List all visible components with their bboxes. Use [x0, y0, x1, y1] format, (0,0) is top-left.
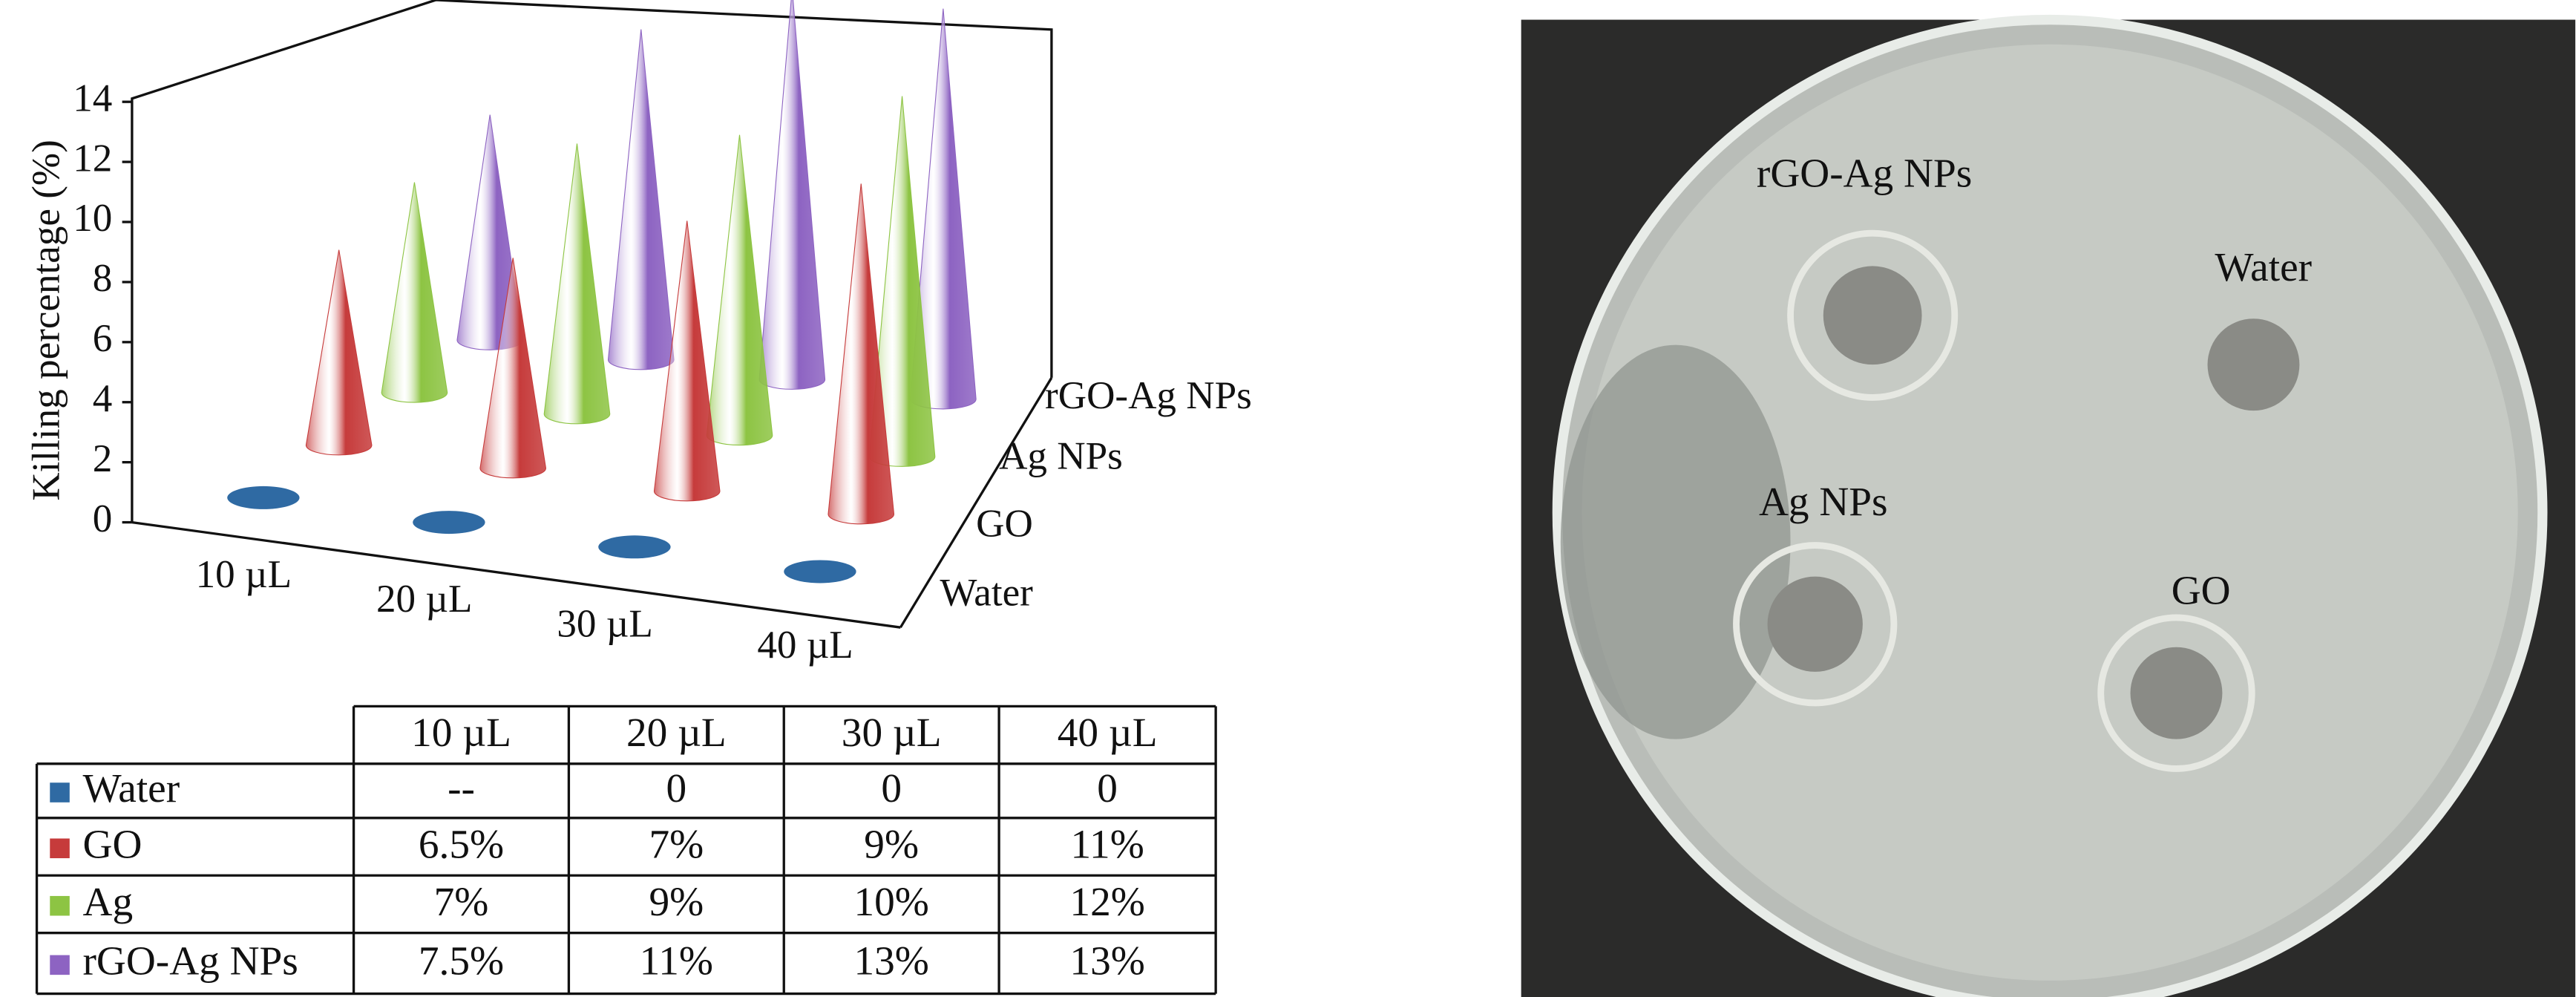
- table-cell: 12%: [1069, 879, 1144, 924]
- cone: [543, 143, 611, 425]
- table-header: 20 µL: [626, 710, 727, 755]
- legend-label: Ag: [83, 879, 134, 924]
- cone: [827, 183, 895, 525]
- legend-label: Water: [83, 765, 180, 811]
- halos: [1733, 229, 2255, 772]
- halo: [2097, 614, 2255, 772]
- cone: [305, 249, 373, 456]
- y-tick-label: 14: [73, 76, 112, 120]
- y-tick-label: 0: [93, 497, 113, 540]
- table-cell: 0: [1097, 765, 1118, 811]
- table-cell: 9%: [864, 821, 919, 866]
- front-edge: [131, 520, 901, 629]
- well: [2130, 647, 2223, 739]
- legend-label: GO: [83, 821, 142, 866]
- disk: [413, 511, 485, 535]
- halo: [1787, 229, 1959, 401]
- y-tick-label: 8: [93, 257, 113, 300]
- y-tick-label: 10: [73, 197, 112, 240]
- legend-swatch: [50, 838, 70, 859]
- cone: [706, 134, 773, 446]
- table-header: 40 µL: [1058, 710, 1158, 755]
- depth-label: Water: [940, 571, 1033, 614]
- y-tick-label: 2: [93, 437, 113, 480]
- table-cell: 0: [666, 765, 687, 811]
- x-tick-label: 20 µL: [376, 578, 472, 621]
- photo-label: GO: [2172, 568, 2231, 613]
- disk: [784, 560, 856, 584]
- table-cell: 13%: [1069, 938, 1144, 984]
- legend-swatch: [50, 955, 70, 975]
- photo-label: Water: [2215, 244, 2312, 290]
- cone: [653, 220, 721, 502]
- table-cell: 13%: [853, 938, 928, 984]
- disk: [598, 535, 671, 559]
- cone: [479, 258, 546, 479]
- y-tick-label: 12: [73, 137, 112, 180]
- cone: [607, 29, 675, 370]
- depth-label: rGO-Ag NPs: [1045, 374, 1252, 417]
- table-cell: 7.5%: [419, 938, 504, 984]
- photo: rGO-Ag NPs Water Ag NPs GO: [1521, 15, 2576, 997]
- side-edge: [899, 377, 1053, 629]
- well: [1823, 266, 1922, 365]
- depth-label: GO: [976, 502, 1033, 545]
- y-tick-label: 4: [93, 377, 113, 420]
- legend-label: rGO-Ag NPs: [83, 938, 298, 984]
- well: [1767, 576, 1863, 672]
- table-cell: 0: [881, 765, 902, 811]
- wells: [1767, 266, 2300, 739]
- cone: [758, 0, 826, 390]
- table-cell: 7%: [649, 821, 704, 866]
- y-axis-title: Killing percentage (%): [24, 140, 68, 500]
- table-cell: 11%: [640, 938, 713, 984]
- box: [131, 0, 1053, 629]
- x-tick-label: 10 µL: [196, 553, 292, 596]
- legend-swatch: [50, 895, 70, 916]
- table-header: 30 µL: [842, 710, 942, 755]
- depth-label: Ag NPs: [999, 435, 1123, 478]
- y-tick-label: 6: [93, 317, 113, 360]
- photo-label: Ag NPs: [1759, 479, 1888, 524]
- disk: [227, 486, 300, 509]
- agar: [1582, 44, 2518, 981]
- table-cell: 7%: [434, 879, 489, 924]
- table-header: 10 µL: [411, 710, 511, 755]
- back-frame: [131, 0, 1053, 523]
- x-tick-label: 40 µL: [757, 624, 853, 667]
- well: [2207, 318, 2300, 411]
- table-cell: 9%: [649, 879, 704, 924]
- table-cell: 10%: [853, 879, 928, 924]
- legend-swatch: [50, 782, 70, 802]
- cone: [381, 182, 448, 403]
- table-cell: --: [448, 765, 475, 811]
- table-cell: 6.5%: [419, 821, 504, 866]
- halo: [1733, 542, 1898, 707]
- shade: [1560, 344, 1791, 739]
- table-cell: 11%: [1070, 821, 1144, 866]
- x-tick-label: 30 µL: [557, 602, 652, 645]
- photo-label: rGO-Ag NPs: [1757, 151, 1972, 196]
